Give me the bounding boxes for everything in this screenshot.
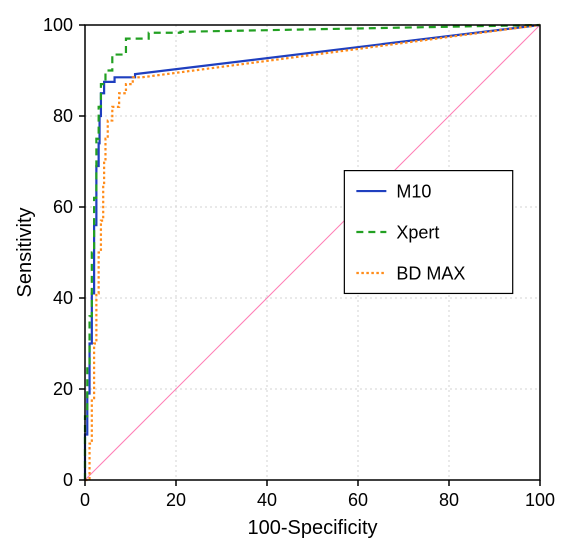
y-axis-label: Sensitivity: [14, 207, 36, 297]
x-tick-label: 20: [166, 490, 186, 510]
chart-svg: 0 20 40 60 80 100 0 20 40 60 80 100 100-Specificity S…: [0, 0, 570, 541]
legend-label: BD MAX: [396, 263, 465, 283]
x-axis-label: 100-Specificity: [247, 517, 377, 539]
y-tick-label: 60: [53, 197, 73, 217]
y-tick-label: 0: [63, 470, 73, 490]
x-tick-label: 100: [525, 490, 555, 510]
legend-label: Xpert: [396, 222, 439, 242]
roc-chart: 0 20 40 60 80 100 0 20 40 60 80 100 100-Specificity S…: [0, 0, 570, 541]
y-tick-label: 100: [43, 15, 73, 35]
y-tick-label: 80: [53, 106, 73, 126]
x-tick-label: 0: [80, 490, 90, 510]
x-tick-label: 40: [257, 490, 277, 510]
legend-label: M10: [396, 181, 431, 201]
x-tick-label: 60: [348, 490, 368, 510]
y-tick-label: 40: [53, 288, 73, 308]
y-tick-label: 20: [53, 379, 73, 399]
x-tick-label: 80: [439, 490, 459, 510]
